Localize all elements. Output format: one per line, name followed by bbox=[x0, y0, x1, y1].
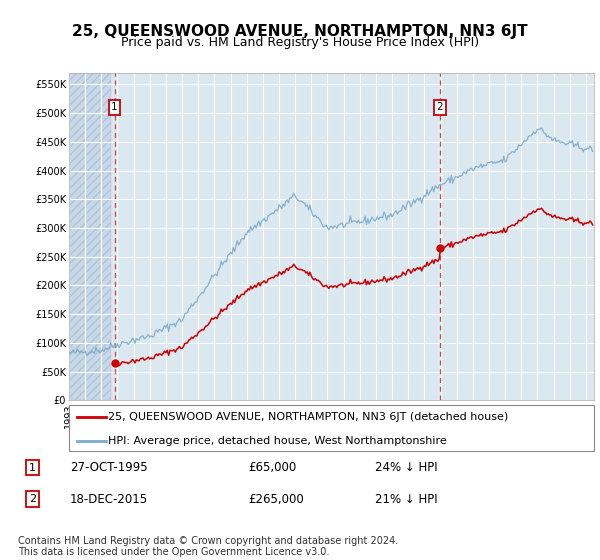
Text: 2: 2 bbox=[29, 494, 36, 504]
Text: 2: 2 bbox=[437, 102, 443, 113]
Text: 25, QUEENSWOOD AVENUE, NORTHAMPTON, NN3 6JT (detached house): 25, QUEENSWOOD AVENUE, NORTHAMPTON, NN3 … bbox=[109, 412, 509, 422]
Text: 18-DEC-2015: 18-DEC-2015 bbox=[70, 493, 148, 506]
Text: 25, QUEENSWOOD AVENUE, NORTHAMPTON, NN3 6JT: 25, QUEENSWOOD AVENUE, NORTHAMPTON, NN3 … bbox=[72, 24, 528, 39]
Text: Contains HM Land Registry data © Crown copyright and database right 2024.
This d: Contains HM Land Registry data © Crown c… bbox=[18, 535, 398, 557]
Text: 21% ↓ HPI: 21% ↓ HPI bbox=[375, 493, 438, 506]
Text: 1: 1 bbox=[29, 463, 36, 473]
Text: £265,000: £265,000 bbox=[248, 493, 304, 506]
Text: 1: 1 bbox=[111, 102, 118, 113]
Text: 24% ↓ HPI: 24% ↓ HPI bbox=[375, 461, 438, 474]
Text: 27-OCT-1995: 27-OCT-1995 bbox=[70, 461, 148, 474]
Text: £65,000: £65,000 bbox=[248, 461, 296, 474]
Text: Price paid vs. HM Land Registry's House Price Index (HPI): Price paid vs. HM Land Registry's House … bbox=[121, 36, 479, 49]
Text: HPI: Average price, detached house, West Northamptonshire: HPI: Average price, detached house, West… bbox=[109, 436, 447, 446]
FancyBboxPatch shape bbox=[69, 405, 594, 451]
